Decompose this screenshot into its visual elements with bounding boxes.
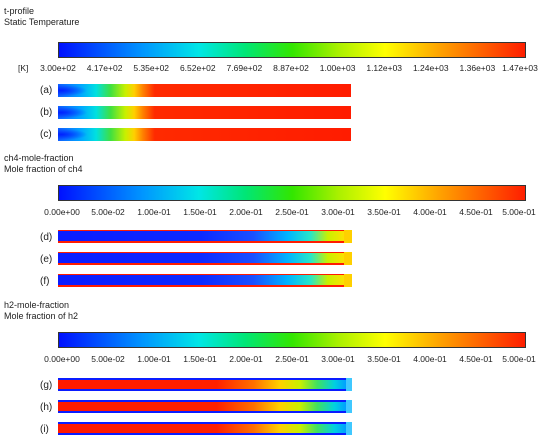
h2-tick-label: 4.00e-01 xyxy=(413,354,447,364)
panel-label-e: (e) xyxy=(40,254,53,265)
ch4-contour-e xyxy=(58,252,352,265)
temperature-tick-label: 5.35e+02 xyxy=(133,63,170,73)
h2-tick-label: 5.00e-02 xyxy=(91,354,125,364)
panel-label-d: (d) xyxy=(40,232,53,243)
h2-tick-label: 5.00e-01 xyxy=(502,354,536,364)
h2-tick-label: 4.50e-01 xyxy=(459,354,493,364)
h2-tick-labels: 0.00e+00 5.00e-02 1.00e-01 1.50e-01 2.00… xyxy=(0,354,550,366)
h2-tick-label: 3.50e-01 xyxy=(367,354,401,364)
h2-contour-h xyxy=(58,400,352,413)
ch4-tick-label: 2.50e-01 xyxy=(275,207,309,217)
ch4-tick-label: 0.00e+00 xyxy=(44,207,80,217)
temperature-tick-label: 8.87e+02 xyxy=(273,63,309,73)
h2-tick-label: 3.00e-01 xyxy=(321,354,355,364)
panel-label-c: (c) xyxy=(40,129,52,140)
temperature-colorbar xyxy=(58,42,526,58)
temperature-contour-b xyxy=(58,106,351,119)
panel-label-h: (h) xyxy=(40,402,53,413)
temperature-tick-labels: 3.00e+02 4.17e+02 5.35e+02 6.52e+02 7.69… xyxy=(0,63,550,75)
temperature-tick-label: 1.24e+03 xyxy=(412,63,449,73)
h2-tick-label: 0.00e+00 xyxy=(44,354,80,364)
temperature-tick-label: 4.17e+02 xyxy=(86,63,123,73)
panel-label-a: (a) xyxy=(40,85,53,96)
temperature-contour-a xyxy=(58,84,351,97)
h2-colorbar xyxy=(58,332,526,348)
panel-label-b: (b) xyxy=(40,107,53,118)
h2-contour-g xyxy=(58,378,352,391)
panel-label-g: (g) xyxy=(40,380,53,391)
h2-subtitle: Mole fraction of h2 xyxy=(4,311,79,321)
h2-tick-label: 2.50e-01 xyxy=(275,354,309,364)
temperature-contour-c xyxy=(58,128,351,141)
ch4-title: ch4-mole-fraction xyxy=(4,153,74,163)
h2-title: h2-mole-fraction xyxy=(4,300,70,310)
temperature-tick-label: 6.52e+02 xyxy=(179,63,216,73)
ch4-subtitle: Mole fraction of ch4 xyxy=(4,164,83,174)
ch4-tick-label: 5.00e-01 xyxy=(502,207,536,217)
ch4-contour-d xyxy=(58,230,352,243)
ch4-tick-labels: 0.00e+00 5.00e-02 1.00e-01 1.50e-01 2.00… xyxy=(0,207,550,219)
ch4-colorbar xyxy=(58,185,526,201)
h2-tick-label: 2.00e-01 xyxy=(229,354,263,364)
ch4-contour-f xyxy=(58,274,352,287)
panel-label-i: (i) xyxy=(40,424,49,435)
temperature-tick-label: 7.69e+02 xyxy=(226,63,263,73)
h2-tick-label: 1.00e-01 xyxy=(137,354,171,364)
temperature-unit: [K] xyxy=(18,63,29,73)
h2-tick-label: 1.50e-01 xyxy=(183,354,217,364)
ch4-tick-label: 3.50e-01 xyxy=(367,207,401,217)
ch4-tick-label: 5.00e-02 xyxy=(91,207,125,217)
temperature-tick-label: 1.47e+03 xyxy=(502,63,538,73)
ch4-tick-label: 4.50e-01 xyxy=(459,207,493,217)
h2-contour-i xyxy=(58,422,352,435)
temperature-tick-label: 1.36e+03 xyxy=(459,63,496,73)
ch4-tick-label: 4.00e-01 xyxy=(413,207,447,217)
t-profile-title: t-profile xyxy=(4,6,35,16)
ch4-tick-label: 2.00e-01 xyxy=(229,207,263,217)
temperature-tick-label: 3.00e+02 xyxy=(40,63,76,73)
temperature-tick-label: 1.12e+03 xyxy=(366,63,403,73)
ch4-tick-label: 1.00e-01 xyxy=(137,207,171,217)
panel-label-f: (f) xyxy=(40,276,50,287)
ch4-tick-label: 3.00e-01 xyxy=(321,207,355,217)
t-profile-subtitle: Static Temperature xyxy=(4,17,80,27)
ch4-tick-label: 1.50e-01 xyxy=(183,207,217,217)
temperature-tick-label: 1.00e+03 xyxy=(319,63,356,73)
